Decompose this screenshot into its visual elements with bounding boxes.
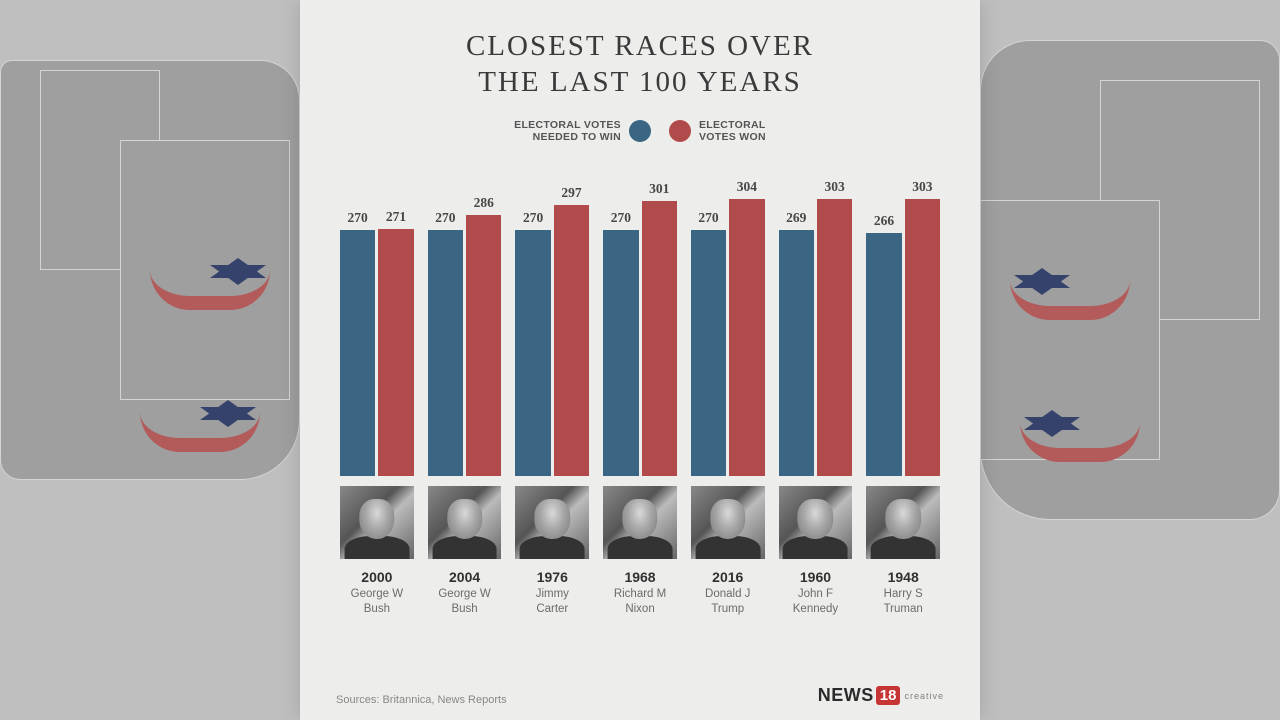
bg-map-left — [0, 0, 280, 720]
bar-needed-value: 270 — [348, 210, 368, 226]
bar-needed: 266 — [866, 233, 901, 476]
footer: Sources: Britannica, News Reports NEWS 1… — [336, 685, 944, 706]
bar-needed-value: 270 — [611, 210, 631, 226]
x-label-year: 2016 — [691, 569, 765, 585]
bar-won-value: 301 — [649, 181, 669, 197]
bar-won-value: 303 — [825, 179, 845, 195]
x-label: 1968 Richard MNixon — [603, 569, 677, 616]
title-line-2: THE LAST 100 YEARS — [478, 66, 802, 98]
president-portrait — [691, 486, 765, 560]
bar-needed-value: 270 — [523, 210, 543, 226]
x-label-name: JimmyCarter — [515, 587, 589, 616]
sources-text: Sources: Britannica, News Reports — [336, 694, 507, 706]
title-line-1: CLOSEST RACES OVER — [466, 30, 814, 62]
bar-group: 266303 — [866, 166, 940, 476]
infographic-panel: CLOSEST RACES OVER THE LAST 100 YEARS EL… — [300, 0, 980, 720]
bar-group: 270301 — [603, 166, 677, 476]
bar-group: 269303 — [779, 166, 853, 476]
x-label-year: 1960 — [779, 569, 853, 585]
x-label-year: 1948 — [866, 569, 940, 585]
bar-won: 303 — [817, 199, 852, 475]
bar-chart: 2702712702862702972703012703042693032663… — [336, 166, 944, 476]
x-label: 2004 George WBush — [428, 569, 502, 616]
president-portrait — [428, 486, 502, 560]
logo-news: NEWS — [818, 685, 874, 706]
bar-needed-value: 270 — [435, 210, 455, 226]
x-label-name: George WBush — [428, 587, 502, 616]
bar-needed-value: 270 — [698, 210, 718, 226]
legend-needed: ELECTORAL VOTES NEEDED TO WIN — [514, 119, 651, 144]
x-label-name: Donald JTrump — [691, 587, 765, 616]
legend-won: ELECTORAL VOTES WON — [669, 119, 766, 144]
bg-map-right — [1000, 0, 1280, 720]
bar-needed: 270 — [515, 230, 550, 476]
x-label: 2016 Donald JTrump — [691, 569, 765, 616]
x-label: 1976 JimmyCarter — [515, 569, 589, 616]
legend-needed-swatch — [629, 120, 651, 142]
x-label: 1960 John FKennedy — [779, 569, 853, 616]
x-label-year: 2004 — [428, 569, 502, 585]
bar-won-value: 271 — [386, 209, 406, 225]
logo-18: 18 — [876, 686, 901, 705]
bar-needed-value: 269 — [786, 210, 806, 226]
bar-needed: 270 — [340, 230, 375, 476]
bar-needed: 270 — [691, 230, 726, 476]
bar-won: 271 — [378, 229, 413, 476]
portrait-row — [336, 486, 944, 560]
president-portrait — [515, 486, 589, 560]
x-label-year: 2000 — [340, 569, 414, 585]
x-axis-labels: 2000 George WBush 2004 George WBush 1976 Jimm… — [336, 569, 944, 616]
x-label-name: George WBush — [340, 587, 414, 616]
legend-won-label: ELECTORAL VOTES WON — [699, 119, 766, 144]
bar-won-value: 297 — [561, 185, 581, 201]
chart-title: CLOSEST RACES OVER THE LAST 100 YEARS — [336, 28, 944, 101]
bar-group: 270271 — [340, 166, 414, 476]
x-label: 1948 Harry STruman — [866, 569, 940, 616]
bar-group: 270304 — [691, 166, 765, 476]
logo-sub: creative — [904, 691, 944, 701]
bar-group: 270286 — [428, 166, 502, 476]
president-portrait — [779, 486, 853, 560]
x-label-name: Harry STruman — [866, 587, 940, 616]
bar-won: 303 — [905, 199, 940, 475]
bar-needed-value: 266 — [874, 213, 894, 229]
bar-won-value: 304 — [737, 179, 757, 195]
bar-needed: 269 — [779, 230, 814, 475]
legend-needed-label: ELECTORAL VOTES NEEDED TO WIN — [514, 119, 621, 144]
x-label: 2000 George WBush — [340, 569, 414, 616]
bar-needed: 270 — [603, 230, 638, 476]
x-label-name: John FKennedy — [779, 587, 853, 616]
legend-won-swatch — [669, 120, 691, 142]
bar-needed: 270 — [428, 230, 463, 476]
news18-logo: NEWS 18 creative — [818, 685, 944, 706]
president-portrait — [340, 486, 414, 560]
x-label-name: Richard MNixon — [603, 587, 677, 616]
x-label-year: 1968 — [603, 569, 677, 585]
bar-group: 270297 — [515, 166, 589, 476]
x-label-year: 1976 — [515, 569, 589, 585]
bar-won: 301 — [642, 201, 677, 475]
bar-won: 297 — [554, 205, 589, 476]
bar-won-value: 286 — [474, 195, 494, 211]
president-portrait — [866, 486, 940, 560]
bar-won: 286 — [466, 215, 501, 476]
president-portrait — [603, 486, 677, 560]
bar-won: 304 — [729, 199, 764, 476]
legend: ELECTORAL VOTES NEEDED TO WIN ELECTORAL … — [336, 119, 944, 144]
bar-won-value: 303 — [912, 179, 932, 195]
